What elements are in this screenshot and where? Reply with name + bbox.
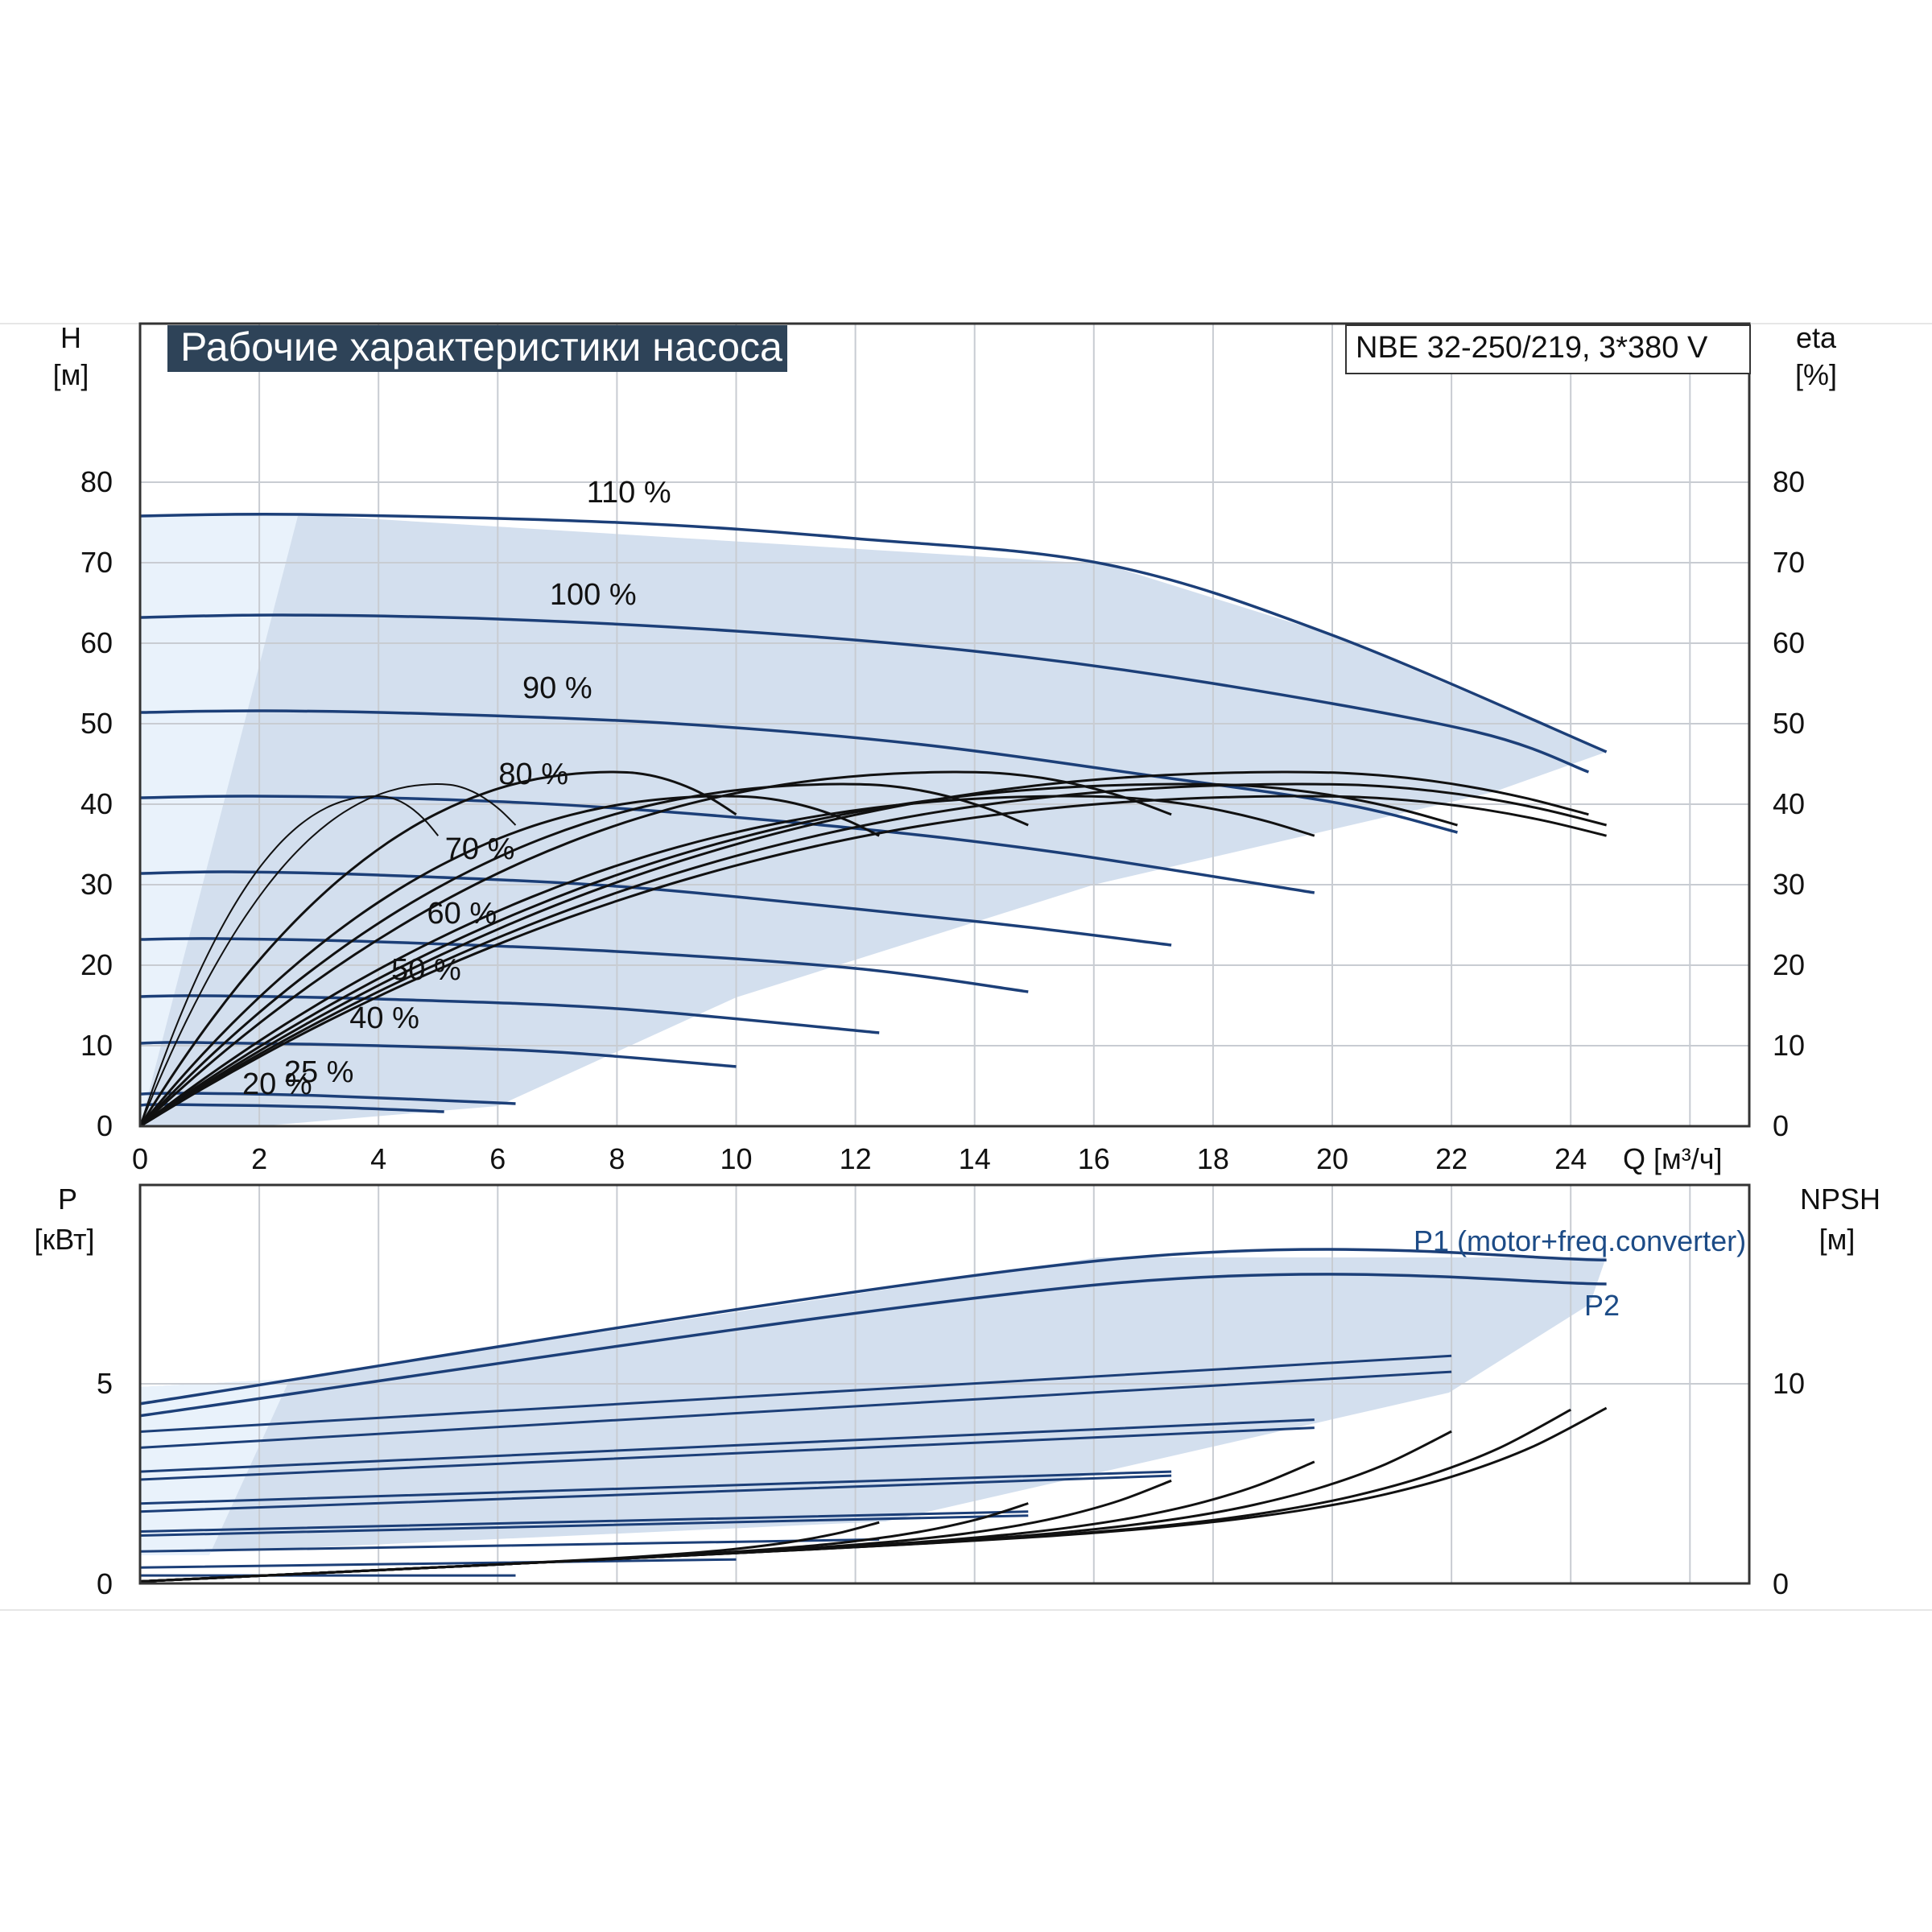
head-curve xyxy=(139,613,1589,774)
y-left-tick-label: 80 xyxy=(80,465,113,498)
speed-label: 90 % xyxy=(522,671,592,705)
speed-label: 60 % xyxy=(427,897,497,931)
power-curve xyxy=(139,1470,1172,1505)
efficiency-curve xyxy=(139,782,1607,1128)
speed-label: 25 % xyxy=(284,1055,354,1089)
p-unit: [кВт] xyxy=(34,1223,94,1256)
head-curve xyxy=(139,512,1608,753)
y-right-tick-label: 70 xyxy=(1773,546,1805,579)
npsh-curves xyxy=(139,1406,1608,1583)
x-tick-label: 22 xyxy=(1435,1142,1468,1175)
p1-label: P1 (motor+freq.converter) xyxy=(1414,1224,1746,1257)
p-label: P xyxy=(58,1183,77,1216)
power-curve xyxy=(139,1248,1607,1406)
x-tick-label: 18 xyxy=(1197,1142,1229,1175)
y-right-tick-label: 0 xyxy=(1773,1109,1789,1142)
y-right-label: eta xyxy=(1796,321,1837,354)
efficiency-curve xyxy=(138,770,737,1127)
x-tick-label: 10 xyxy=(720,1142,752,1175)
operating-area xyxy=(140,514,1607,1126)
upper-grid xyxy=(140,324,1749,1126)
speed-labels: 110 % 100 % 90 % 80 % 70 % 60 % 50 % 40 % 25 %20… xyxy=(242,476,671,1101)
y-left-unit: [м] xyxy=(53,358,89,391)
x-tick-label: 14 xyxy=(959,1142,991,1175)
x-tick-label: 6 xyxy=(489,1142,506,1175)
power-curve xyxy=(139,1558,737,1569)
speed-label: 110 % xyxy=(587,476,671,510)
y-right-tick-label: 20 xyxy=(1773,948,1805,981)
y-right-tick-label: 80 xyxy=(1773,465,1805,498)
y-right-unit: [%] xyxy=(1795,358,1837,391)
p2-label: P2 xyxy=(1584,1289,1620,1322)
y-left-tick-label: 30 xyxy=(80,868,113,901)
lower-plot: 0 5 0 10 P [кВт] NPSH [м] P1 (motor+freq… xyxy=(34,1183,1880,1600)
head-curve xyxy=(139,994,880,1034)
efficiency-curve xyxy=(139,795,1315,1128)
power-curve xyxy=(139,1354,1452,1433)
x-tick-label: 16 xyxy=(1078,1142,1110,1175)
efficiency-curve xyxy=(139,782,517,1127)
power-curve xyxy=(139,1418,1315,1473)
npsh-tick-0: 0 xyxy=(1773,1567,1789,1600)
speed-label: 40 % xyxy=(349,1001,419,1035)
y-left-tick-label: 50 xyxy=(80,707,113,740)
efficiency-curve xyxy=(139,770,1589,1128)
x-tick-label: 0 xyxy=(132,1142,148,1175)
efficiency-curve xyxy=(139,795,440,1127)
y-right-tick-label: 50 xyxy=(1773,707,1805,740)
power-curve xyxy=(139,1514,1029,1537)
x-tick-label: 4 xyxy=(370,1142,386,1175)
y-right-tick-label: 30 xyxy=(1773,868,1805,901)
y-left-label: H xyxy=(60,321,81,354)
speed-label: 50 % xyxy=(391,953,461,987)
speed-label: 80 % xyxy=(498,758,568,791)
y-right-tick-label: 10 xyxy=(1773,1029,1805,1062)
efficiency-curve xyxy=(138,795,880,1127)
y-left-tick-label: 0 xyxy=(97,1109,113,1142)
y-left-tick-label: 20 xyxy=(80,948,113,981)
model-box xyxy=(1345,324,1751,374)
upper-plot-frame xyxy=(138,322,1751,1128)
npsh-unit: [м] xyxy=(1819,1223,1856,1256)
speed-label: 100 % xyxy=(550,578,637,612)
x-tick-label: 24 xyxy=(1554,1142,1587,1175)
x-tick-label: 8 xyxy=(609,1142,625,1175)
x-axis-label: Q [м³/ч] xyxy=(1623,1142,1723,1175)
power-curve xyxy=(139,1510,1029,1533)
head-curve xyxy=(139,937,1029,993)
efficiency-curve xyxy=(139,795,1607,1128)
y-left-tick-label: 70 xyxy=(80,546,113,579)
model-label: NBE 32-250/219, 3*380 V xyxy=(1356,331,1708,365)
power-curve xyxy=(139,1426,1315,1481)
y-right-tick-label: 60 xyxy=(1773,626,1805,659)
efficiency-curve xyxy=(138,782,1029,1128)
power-curve xyxy=(139,1474,1172,1513)
title-box xyxy=(167,325,787,372)
npsh-label: NPSH xyxy=(1800,1183,1880,1216)
y-right-tick-label: 40 xyxy=(1773,787,1805,820)
npsh-tick-10: 10 xyxy=(1773,1367,1805,1400)
y-left-tick-label: 40 xyxy=(80,787,113,820)
lower-plot-frame xyxy=(138,1183,1751,1585)
speed-label: 70 % xyxy=(445,832,515,866)
speed-label: 20 % xyxy=(242,1067,312,1101)
chart-title: Рабочие характеристики насоса xyxy=(180,324,782,369)
x-tick-label: 2 xyxy=(251,1142,267,1175)
p-tick-0: 0 xyxy=(97,1567,113,1600)
power-curve xyxy=(139,1370,1452,1449)
power-curves xyxy=(139,1248,1607,1577)
npsh-curve xyxy=(139,1406,1608,1583)
upper-efficiency-curves xyxy=(138,770,1607,1128)
p-tick-5: 5 xyxy=(97,1367,113,1400)
y-left-tick-label: 10 xyxy=(80,1029,113,1062)
x-tick-label: 20 xyxy=(1316,1142,1348,1175)
operating-area-light-wedge xyxy=(140,516,298,1126)
y-left-tick-label: 60 xyxy=(80,626,113,659)
x-tick-label: 12 xyxy=(840,1142,872,1175)
power-curve xyxy=(139,1273,1607,1418)
efficiency-curve xyxy=(138,770,1172,1128)
